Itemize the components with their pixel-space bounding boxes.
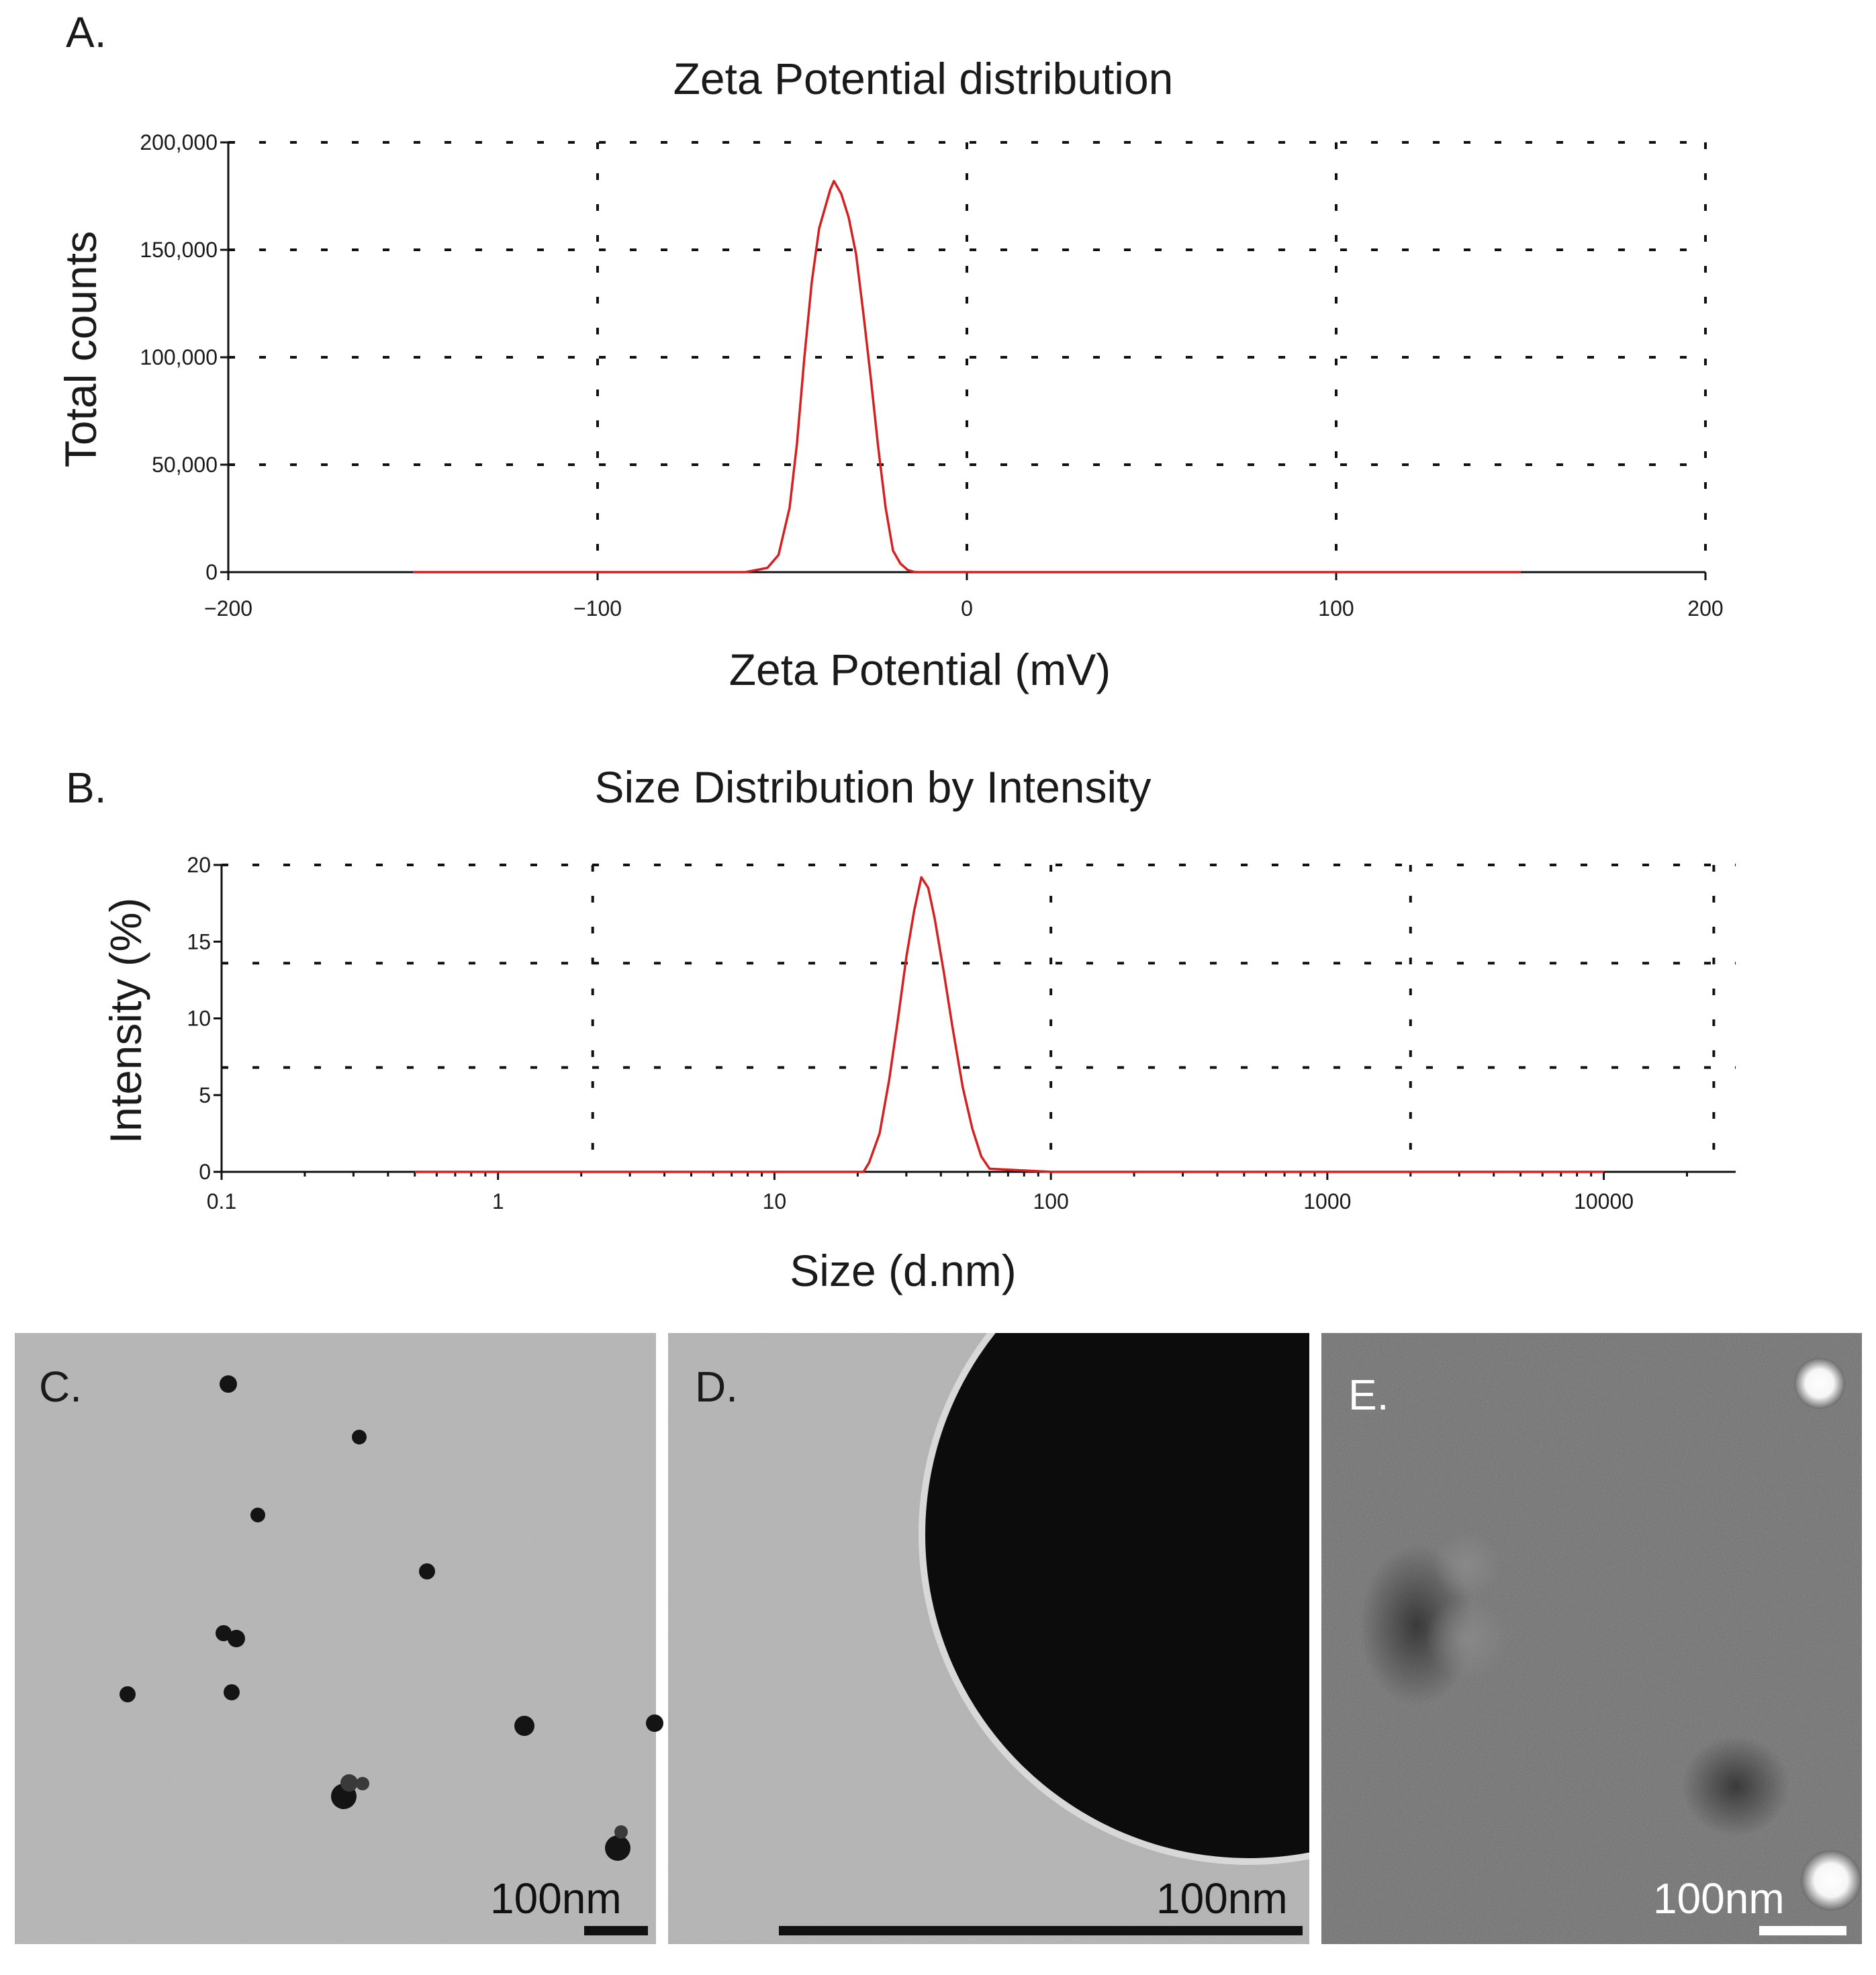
a-y-tick-label: 200,000 [140, 130, 218, 154]
micrograph-e-label: E. [1348, 1371, 1389, 1419]
chart-a-title: Zeta Potential distribution [673, 54, 1174, 103]
a-x-tick-label: 200 [1687, 596, 1723, 621]
b-y-tick-label: 20 [187, 853, 211, 877]
chart-b-title: Size Distribution by Intensity [594, 762, 1151, 812]
b-x-tick-label: 10 [763, 1189, 787, 1213]
b-x-tick-label: 1 [492, 1189, 504, 1213]
chart-b-ticks [214, 864, 1689, 1180]
a-x-tick-label: −200 [204, 596, 252, 621]
chart-a-ylabel: Total counts [56, 231, 105, 467]
b-x-tick-label: 100 [1033, 1189, 1068, 1213]
nanoparticle [419, 1563, 435, 1579]
sem-bright-particle [1801, 1850, 1861, 1911]
nanoparticle [352, 1430, 367, 1444]
b-y-tick-label: 10 [187, 1007, 211, 1031]
nanoparticle [356, 1777, 369, 1790]
micrograph-e [1321, 1333, 1862, 1944]
chart-b-panel-label: B. [66, 764, 106, 812]
nanoparticle [340, 1774, 358, 1792]
micrograph-e-scale-bar [1759, 1926, 1846, 1935]
nanoparticle [120, 1686, 136, 1702]
nanoparticle [216, 1625, 232, 1641]
nanoparticle [514, 1716, 534, 1736]
a-y-tick-label: 0 [205, 560, 218, 584]
a-y-tick-label: 150,000 [140, 238, 218, 262]
micrograph-c [15, 1333, 663, 1944]
micrograph-c-particles [120, 1375, 663, 1861]
chart-a-ticks [220, 141, 1707, 580]
nanoparticle [220, 1375, 237, 1393]
micrograph-d-label: D. [695, 1363, 738, 1411]
micrograph-c-scale-label: 100nm [490, 1874, 622, 1923]
nanoparticle [646, 1714, 663, 1732]
chart-a: A. Zeta Potential distribution −200 −100 0… [56, 8, 1724, 694]
chart-a-gridlines [228, 141, 1707, 572]
b-x-tick-label: 0.1 [207, 1189, 236, 1213]
a-x-tick-label: 0 [961, 596, 973, 621]
chart-b-xlabel: Size (d.nm) [790, 1246, 1016, 1295]
a-y-tick-label: 100,000 [140, 345, 218, 369]
chart-b-gridlines [222, 864, 1736, 1172]
b-x-tick-label: 10000 [1574, 1189, 1634, 1213]
nanoparticle [250, 1508, 265, 1522]
b-y-tick-label: 15 [187, 929, 211, 954]
chart-b: B. Size Distribution by Intensity 0.1 1 10… [66, 762, 1736, 1295]
chart-a-series-line [413, 179, 1521, 573]
nanoparticle [605, 1835, 630, 1861]
sem-grey-particle [1434, 1531, 1501, 1598]
micrograph-e-scale-label: 100nm [1653, 1874, 1785, 1923]
chart-b-ylabel: Intensity (%) [101, 898, 150, 1144]
b-y-tick-label: 5 [199, 1083, 211, 1107]
nanoparticle [614, 1825, 628, 1839]
a-x-tick-label: 100 [1318, 596, 1354, 621]
chart-b-series-line [414, 876, 1604, 1173]
chart-a-panel-label: A. [66, 8, 106, 56]
micrograph-d [668, 1333, 1309, 1944]
a-x-tick-label: −100 [573, 596, 622, 621]
sem-dark-region [1682, 1736, 1789, 1837]
nanoparticle [228, 1630, 245, 1647]
chart-b-tick-labels: 0.1 1 10 100 1000 10000 0 5 10 15 20 [187, 853, 1634, 1213]
b-x-tick-label: 1000 [1303, 1189, 1351, 1213]
micrograph-d-scale-bar [779, 1926, 1303, 1935]
chart-a-tick-labels: −200 −100 0 100 200 0 50,000 100,000 150,000 200,… [140, 130, 1723, 621]
sem-grey-particle [1425, 1597, 1509, 1680]
sem-bright-particle [1794, 1358, 1845, 1409]
nanoparticle [224, 1684, 240, 1700]
micrograph-d-particle [925, 1333, 1309, 1858]
chart-a-xlabel: Zeta Potential (mV) [729, 645, 1111, 694]
micrograph-c-scale-bar [584, 1926, 648, 1935]
a-y-tick-label: 50,000 [152, 453, 218, 477]
micrograph-c-label: C. [39, 1363, 82, 1411]
b-y-tick-label: 0 [199, 1160, 211, 1184]
micrograph-d-scale-label: 100nm [1156, 1874, 1288, 1923]
